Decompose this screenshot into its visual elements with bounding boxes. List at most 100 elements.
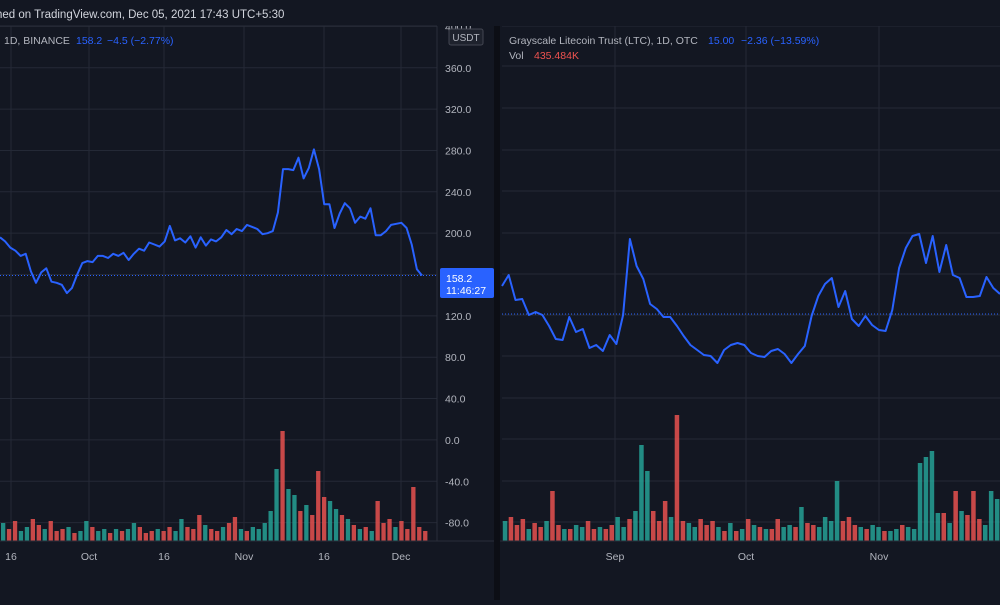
volume-bar [573, 525, 579, 541]
volume-bar [888, 531, 893, 541]
volume-bar [423, 531, 428, 541]
volume-bar [508, 517, 514, 541]
volume-bar [514, 525, 520, 541]
volume-bar [393, 527, 398, 541]
right-legend-price: 15.00 [708, 35, 734, 47]
unit-badge [448, 28, 484, 46]
volume-bar [256, 529, 261, 541]
volume-bar [864, 529, 869, 541]
volume-bar [232, 517, 238, 541]
volume-bar [911, 529, 917, 541]
left-price-line [0, 148, 423, 295]
volume-bar [645, 471, 650, 541]
volume-bar [173, 531, 178, 541]
volume-bar [609, 525, 614, 541]
volume-bar [971, 491, 976, 541]
volume-bar [568, 529, 573, 541]
volume-bar [846, 517, 852, 541]
volume-bar [556, 525, 561, 541]
vol-value: 435.484K [534, 50, 579, 62]
volume-bar [953, 491, 958, 541]
left-price-axis[interactable]: 400.0360.0320.0280.0240.0200.0160.0120.0… [436, 0, 494, 541]
left-legend-change: −4.5 (−2.77%) [107, 35, 174, 47]
time-tick-label: Nov [870, 551, 889, 563]
volume-bar [615, 517, 620, 541]
volume-bar [532, 523, 537, 541]
volume-bar [262, 523, 267, 541]
price-tick-label: 320.0 [445, 104, 471, 116]
volume-bar [149, 531, 154, 541]
volume-bar [988, 491, 994, 541]
volume-bar [345, 519, 351, 541]
volume-bar [947, 523, 952, 541]
volume-bar [215, 531, 220, 541]
volume-bar [858, 527, 863, 541]
volume-bar [108, 533, 113, 541]
volume-bar [304, 505, 309, 541]
time-tick-label: Oct [81, 551, 97, 563]
volume-bar [197, 515, 202, 541]
volume-bar [526, 529, 531, 541]
time-tick-label: 16 [158, 551, 170, 563]
volume-bar [668, 517, 674, 541]
volume-bar [579, 527, 585, 541]
volume-bar [811, 525, 816, 541]
volume-bar [840, 521, 846, 541]
volume-bar [900, 525, 905, 541]
volume-bar [60, 529, 65, 541]
volume-bar [18, 531, 24, 541]
volume-bar [639, 445, 644, 541]
header-bar [0, 0, 1000, 26]
volume-bar [805, 523, 810, 541]
price-tick-label: 80.0 [445, 352, 466, 364]
price-tick-label: 0.0 [445, 435, 460, 447]
volume-bar [698, 519, 703, 541]
volume-bar [935, 513, 941, 541]
volume-bar [822, 517, 828, 541]
volume-bar [125, 529, 131, 541]
volume-bar [244, 531, 249, 541]
volume-bar [351, 525, 356, 541]
volume-bar [905, 527, 911, 541]
volume-bar [185, 527, 190, 541]
volume-bar [692, 527, 697, 541]
volume-bar [686, 523, 692, 541]
volume-bar [339, 515, 345, 541]
volume-bar [90, 527, 95, 541]
volume-bar [834, 481, 840, 541]
volume-bar [375, 501, 380, 541]
price-tick-label: 360.0 [445, 63, 471, 75]
volume-bar [502, 521, 508, 541]
volume-bar [621, 527, 626, 541]
right-volume-bars [502, 415, 1000, 541]
volume-bar [704, 525, 709, 541]
time-tick-label: Oct [738, 551, 754, 563]
volume-bar [710, 521, 715, 541]
volume-bar [656, 521, 662, 541]
volume-bar [84, 521, 89, 541]
volume-bar [54, 531, 59, 541]
volume-bar [48, 521, 53, 541]
volume-bar [131, 523, 137, 541]
time-axis[interactable]: 16 Oct 16 Nov 16 Dec Sep Oct Nov [0, 540, 1000, 563]
left-chart-panel[interactable]: 1D, BINANCE 158.2 −4.5 (−2.77%) [0, 25, 437, 541]
volume-bar [799, 507, 804, 541]
volume-bar [363, 527, 368, 541]
volume-bar [30, 519, 35, 541]
pane-divider[interactable] [494, 0, 500, 600]
volume-bar [751, 525, 757, 541]
volume-bar [983, 525, 988, 541]
volume-bar [417, 527, 422, 541]
right-chart-panel[interactable]: Grayscale Litecoin Trust (LTC), 1D, OTC … [501, 25, 1000, 541]
volume-bar [167, 527, 172, 541]
price-tick-label: 40.0 [445, 394, 466, 406]
volume-bar [292, 495, 297, 541]
volume-bar [680, 521, 686, 541]
volume-bar [520, 519, 526, 541]
volume-bar [226, 523, 232, 541]
volume-bar [633, 511, 638, 541]
volume-bar [597, 527, 603, 541]
volume-bar [327, 501, 333, 541]
volume-bar [191, 529, 196, 541]
